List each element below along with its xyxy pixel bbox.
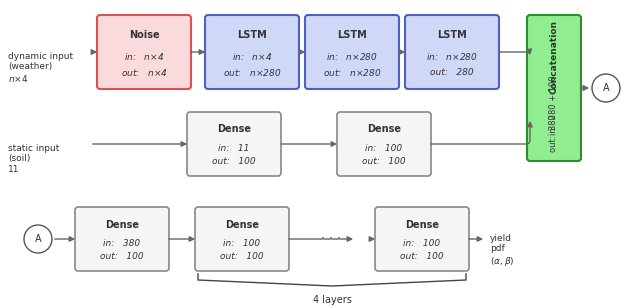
Text: Dense: Dense: [217, 125, 251, 134]
FancyBboxPatch shape: [405, 15, 499, 89]
Text: Dense: Dense: [367, 125, 401, 134]
Text: out:   100: out: 100: [220, 252, 264, 261]
Text: 4 layers: 4 layers: [312, 295, 351, 305]
Text: in:   $n$×280: in: $n$×280: [426, 51, 478, 62]
Text: Noise: Noise: [129, 30, 159, 40]
Text: in:   100: in: 100: [223, 239, 260, 247]
Text: A: A: [35, 234, 42, 244]
Text: LSTM: LSTM: [237, 30, 267, 40]
Text: A: A: [603, 83, 609, 93]
Text: out:   100: out: 100: [400, 252, 444, 261]
Text: · · ·: · · ·: [321, 232, 341, 246]
Text: Dense: Dense: [405, 220, 439, 230]
FancyBboxPatch shape: [75, 207, 169, 271]
FancyBboxPatch shape: [527, 15, 581, 161]
Text: out:   100: out: 100: [362, 157, 406, 166]
FancyBboxPatch shape: [205, 15, 299, 89]
Text: in:   100: in: 100: [403, 239, 440, 247]
Text: in:  280 + 100: in: 280 + 100: [550, 75, 559, 134]
FancyBboxPatch shape: [187, 112, 281, 176]
FancyBboxPatch shape: [97, 15, 191, 89]
FancyBboxPatch shape: [375, 207, 469, 271]
Text: in:   $n$×4: in: $n$×4: [124, 51, 164, 62]
Text: out:  380: out: 380: [550, 114, 559, 152]
Circle shape: [24, 225, 52, 253]
Text: static input
(soil)
11: static input (soil) 11: [8, 144, 60, 174]
Text: Dense: Dense: [225, 220, 259, 230]
FancyBboxPatch shape: [337, 112, 431, 176]
FancyBboxPatch shape: [195, 207, 289, 271]
Text: LSTM: LSTM: [337, 30, 367, 40]
Text: in:   $n$×280: in: $n$×280: [326, 51, 378, 62]
Text: Concatenation: Concatenation: [550, 20, 559, 94]
Text: out:   $n$×280: out: $n$×280: [323, 67, 381, 78]
Text: out:   100: out: 100: [212, 157, 256, 166]
Text: in:   11: in: 11: [218, 144, 250, 153]
Circle shape: [592, 74, 620, 102]
Text: out:   280: out: 280: [430, 68, 474, 77]
Text: yield
pdf
$(\alpha, \beta)$: yield pdf $(\alpha, \beta)$: [490, 234, 515, 268]
Text: dynamic input
(weather)
$n$×4: dynamic input (weather) $n$×4: [8, 52, 73, 84]
Text: out:   $n$×280: out: $n$×280: [223, 67, 281, 78]
Text: Dense: Dense: [105, 220, 139, 230]
FancyBboxPatch shape: [305, 15, 399, 89]
Text: out:   100: out: 100: [100, 252, 144, 261]
Text: in:   $n$×4: in: $n$×4: [232, 51, 272, 62]
Text: out:   $n$×4: out: $n$×4: [121, 67, 167, 78]
Text: in:   380: in: 380: [104, 239, 141, 247]
Text: LSTM: LSTM: [437, 30, 467, 40]
Text: in:   100: in: 100: [365, 144, 403, 153]
